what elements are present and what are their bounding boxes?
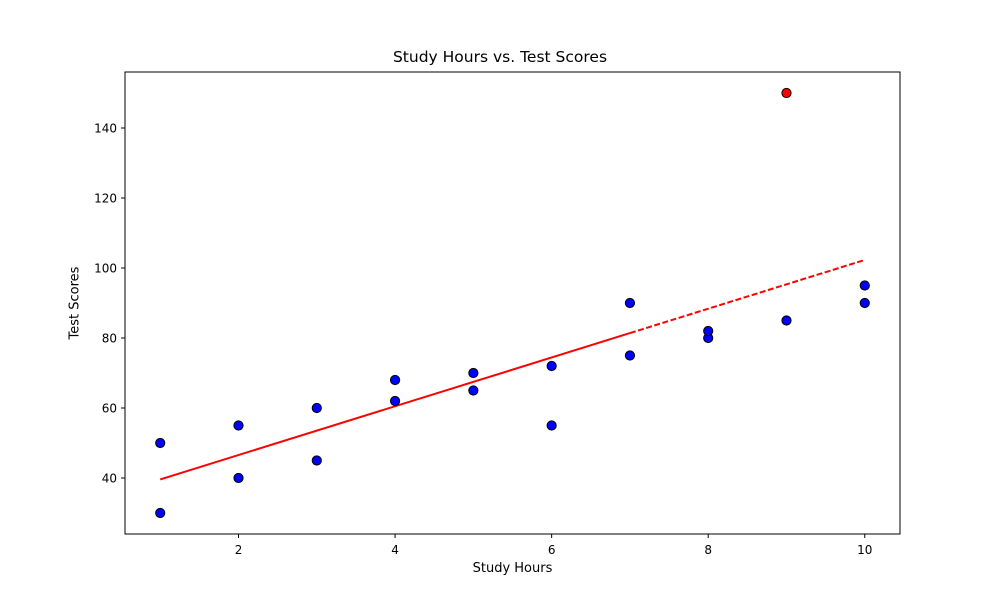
- outlier-point: [781, 87, 792, 99]
- data-point: [311, 402, 322, 414]
- data-point: [468, 367, 479, 379]
- data-point: [546, 360, 557, 372]
- data-point: [233, 472, 244, 484]
- y-tick-label: 80: [102, 332, 117, 346]
- data-point: [155, 507, 166, 519]
- data-point: [311, 455, 322, 466]
- data-point: [624, 297, 636, 309]
- x-tick-label: 6: [548, 543, 556, 557]
- x-tick-label: 4: [391, 543, 399, 557]
- data-point: [624, 350, 636, 361]
- y-tick-label: 100: [94, 262, 117, 276]
- x-tick-label: 2: [235, 543, 243, 557]
- axes-frame: [124, 71, 901, 535]
- data-point: [155, 437, 166, 449]
- regression-line-dashed: [629, 258, 866, 335]
- y-tick-label: 40: [102, 472, 117, 486]
- data-point: [468, 385, 479, 396]
- data-point: [859, 297, 870, 309]
- data-point: [389, 395, 401, 407]
- data-point: [389, 374, 401, 386]
- data-point: [233, 420, 244, 431]
- x-tick-label: 10: [857, 543, 872, 557]
- regression-line-solid: [159, 332, 631, 481]
- y-tick-label: 60: [102, 402, 117, 416]
- x-tick-label: 8: [704, 543, 712, 557]
- y-axis-label: Test Scores: [67, 266, 83, 340]
- data-point: [546, 420, 557, 431]
- data-point: [703, 325, 714, 337]
- chart-title: Study Hours vs. Test Scores: [392, 48, 608, 66]
- y-tick-label: 120: [94, 192, 117, 206]
- data-point: [859, 280, 870, 291]
- x-axis-label: Study Hours: [472, 561, 553, 576]
- data-point: [781, 315, 792, 326]
- y-tick-label: 140: [94, 122, 117, 136]
